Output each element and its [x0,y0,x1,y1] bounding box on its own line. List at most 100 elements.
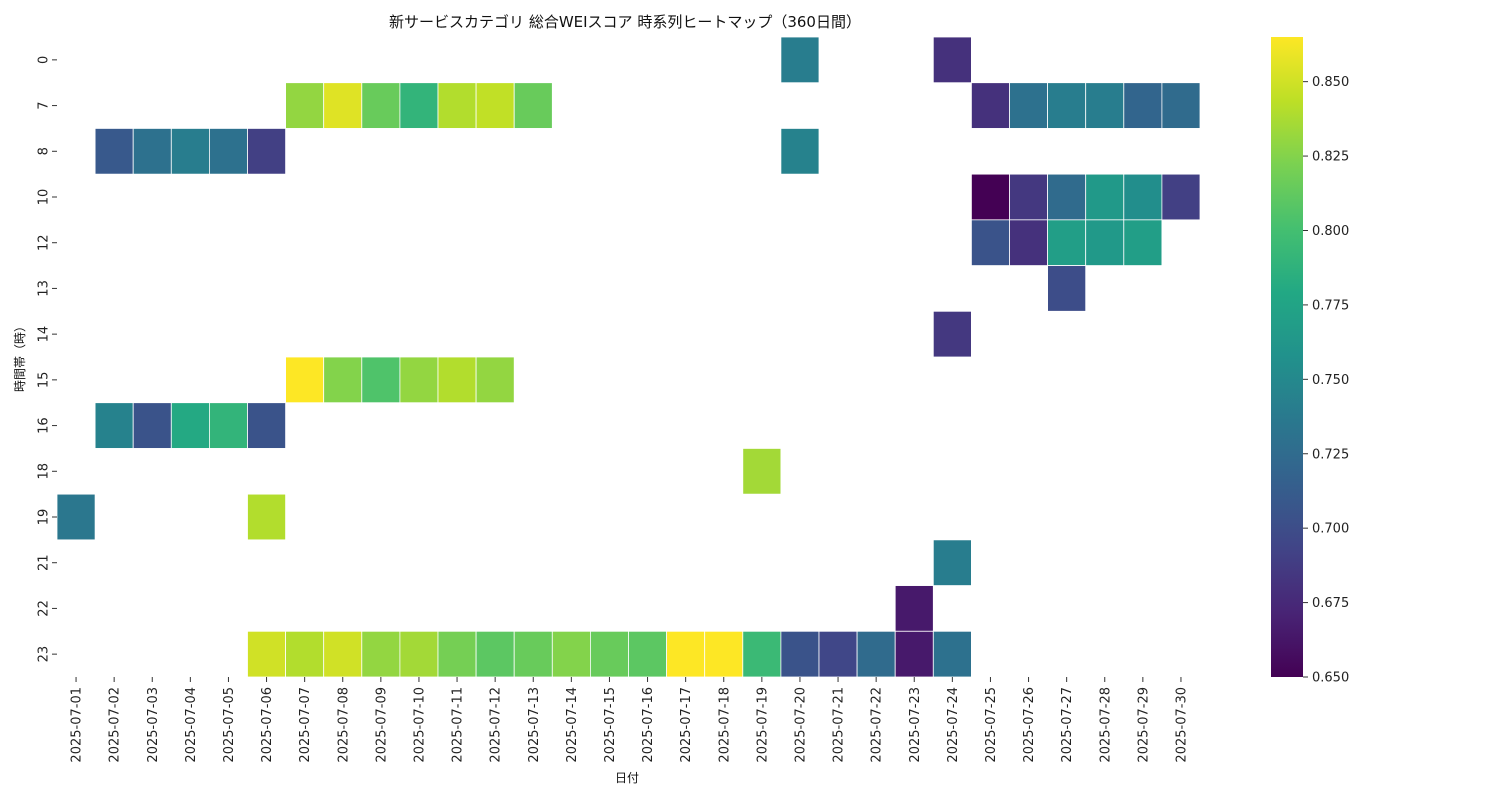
heatmap-cell [361,82,401,129]
heatmap-cell [780,36,820,84]
x-tick-label: 2025-07-01 [70,687,85,763]
x-tick-label: 2025-07-06 [260,687,275,763]
y-tick-label: 22 [37,600,52,617]
heatmap-cell [1047,82,1087,129]
heatmap-cell [1009,173,1048,221]
y-tick-label: 13 [37,280,52,297]
x-tick-label: 2025-07-21 [832,687,847,763]
heatmap-cell [285,82,325,129]
x-tick-label: 2025-07-22 [870,687,885,763]
heatmap-cell [742,630,782,678]
y-tick-label: 7 [37,101,52,109]
heatmap-cell [94,402,134,449]
heatmap-cell [513,82,553,129]
x-tick-label: 2025-07-18 [717,687,732,763]
heatmap-cell [285,630,325,678]
y-tick-label: 10 [37,189,52,206]
x-axis-label: 日付 [615,771,639,785]
x-tick-label: 2025-07-24 [946,687,961,763]
heatmap-cell [818,630,858,678]
x-tick-label: 2025-07-28 [1098,687,1113,763]
x-tick-label: 2025-07-15 [603,687,618,763]
y-tick-label: 19 [37,509,52,526]
colorbar-tick-label: 0.650 [1312,671,1349,686]
heatmap-cell [971,82,1010,129]
heatmap-cell [475,82,515,129]
x-tick-label: 2025-07-12 [489,687,504,763]
heatmap-cell [247,630,286,678]
x-tick-label: 2025-07-26 [1022,687,1037,763]
heatmap-cell [742,448,782,495]
x-tick-label: 2025-07-29 [1136,687,1151,763]
heatmap-cell [132,402,172,449]
y-tick-label: 0 [37,56,52,64]
chart-title: 新サービスカテゴリ 総合WEIスコア 時系列ヒートマップ（360日間） [389,13,861,31]
heatmap-cell [323,82,363,129]
heatmap-cell [932,630,972,678]
heatmap-cell [513,630,553,678]
heatmap-cell [361,630,401,678]
heatmap-cell [932,539,972,586]
y-tick-label: 15 [37,372,52,389]
x-tick-label: 2025-07-07 [298,687,313,763]
colorbar-tick-label: 0.725 [1312,447,1349,462]
y-tick-label: 14 [37,326,52,343]
colorbar-tick-label: 0.825 [1312,150,1349,165]
heatmap-cell [1009,219,1048,266]
heatmap-cell [932,310,972,358]
heatmap-cell [590,630,629,678]
heatmap-cell [894,630,934,678]
heatmap-cell [475,630,515,678]
colorbar-tick-label: 0.675 [1312,596,1349,611]
heatmap-cell [971,173,1010,221]
heatmap-cell [932,36,972,84]
x-tick-label: 2025-07-16 [641,687,656,763]
heatmap-cell [1047,173,1087,221]
x-tick-label: 2025-07-20 [794,687,809,763]
x-tick-label: 2025-07-04 [184,687,199,763]
heatmap-cell [1047,219,1087,266]
colorbar-tick-label: 0.800 [1312,224,1349,239]
heatmap-cell [1085,173,1125,221]
heatmap-cell [399,356,439,404]
x-tick-label: 2025-07-25 [984,687,999,763]
heatmap-cell [399,630,439,678]
x-tick-label: 2025-07-27 [1060,687,1075,763]
heatmap-cell [780,128,820,175]
y-tick-label: 23 [37,646,52,663]
x-tick-label: 2025-07-17 [679,687,694,763]
x-tick-label: 2025-07-02 [108,687,123,763]
heatmap-cell [247,402,286,449]
x-tick-label: 2025-07-03 [146,687,161,763]
heatmap-cells [56,36,1201,678]
x-tick-label: 2025-07-30 [1175,687,1190,763]
x-tick-label: 2025-07-09 [374,687,389,763]
heatmap-cell [856,630,896,678]
x-tick-label: 2025-07-14 [565,687,580,763]
heatmap-cell [1085,82,1125,129]
x-tick-label: 2025-07-23 [908,687,923,763]
heatmap-cell [1161,82,1201,129]
x-tick-label: 2025-07-08 [336,687,351,763]
heatmap-cell [1085,219,1125,266]
heatmap-cell [208,402,248,449]
heatmap-cell [437,82,477,129]
heatmap-cell [894,585,934,632]
heatmap-cell [475,356,515,404]
heatmap-cell [971,219,1010,266]
heatmap-cell [94,128,134,175]
heatmap-cell [285,356,325,404]
heatmap-cell [1047,265,1087,312]
heatmap-cell [780,630,820,678]
heatmap-cell [323,356,363,404]
heatmap-cell [1161,173,1201,221]
colorbar-tick-label: 0.750 [1312,373,1349,388]
x-tick-label: 2025-07-19 [755,687,770,763]
heatmap-cell [56,493,96,541]
heatmap-cell [361,356,401,404]
heatmap-cell [1123,219,1163,266]
heatmap-cell [247,128,286,175]
heatmap-cell [323,630,363,678]
y-tick-label: 16 [37,417,52,434]
